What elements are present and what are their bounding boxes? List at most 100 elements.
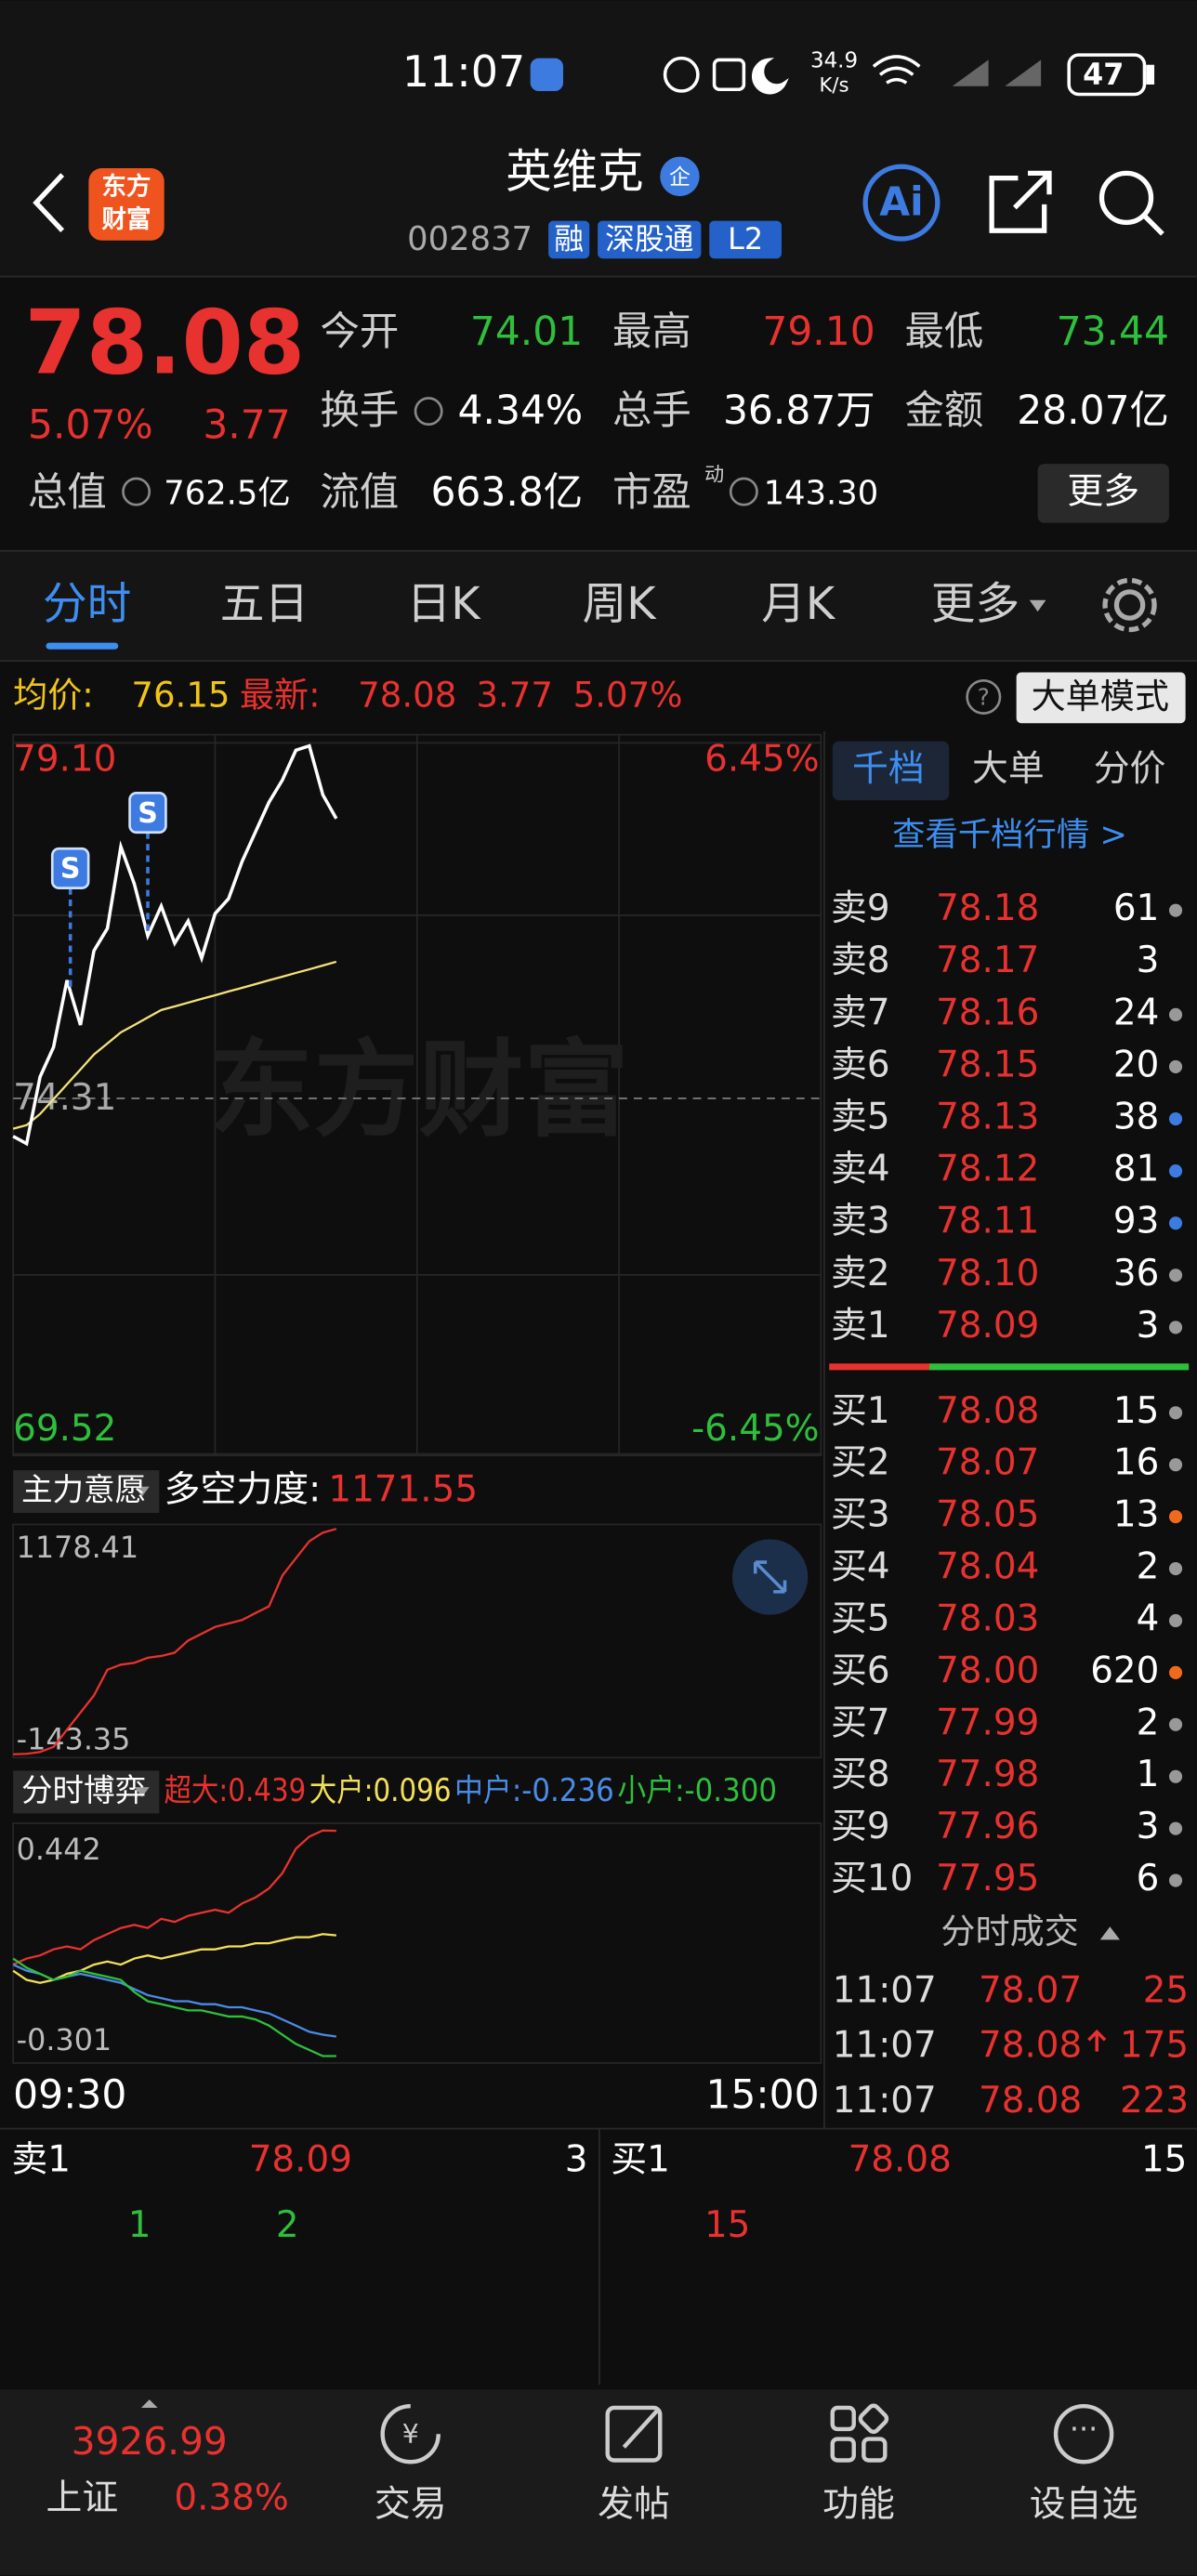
ob-dot xyxy=(1168,1406,1183,1420)
info-icons xyxy=(122,397,1002,715)
ob-price: 77.96 xyxy=(936,1806,1039,1847)
queue-label: 卖1 xyxy=(11,2138,71,2180)
ob-label: 买6 xyxy=(831,1649,890,1691)
search-button[interactable] xyxy=(1098,170,1154,225)
ob-dot xyxy=(1168,1007,1183,1021)
tab[interactable]: 日K xyxy=(407,579,482,630)
ob-label: 卖2 xyxy=(831,1253,890,1295)
trade-price: 78.08 xyxy=(979,2080,1082,2122)
ob-dot xyxy=(1168,1164,1183,1178)
ob-price: 78.03 xyxy=(936,1597,1039,1639)
ob-dot xyxy=(1168,1561,1183,1576)
stat-value: 79.10 xyxy=(762,309,875,354)
tag: 深股通 xyxy=(605,222,693,256)
ob-price: 78.04 xyxy=(936,1546,1039,1588)
ob-label: 卖3 xyxy=(831,1201,890,1242)
ob-tab[interactable]: 大单 xyxy=(972,748,1045,790)
ob-label: 买1 xyxy=(831,1390,890,1432)
nav-item[interactable]: 功能 xyxy=(822,2483,895,2525)
avg-label: 均价: xyxy=(13,675,94,715)
ob-vol: 620 xyxy=(1090,1649,1159,1691)
index-name: 上证 xyxy=(46,2477,118,2518)
stat-label: 最低 xyxy=(905,309,984,354)
more-button[interactable] xyxy=(1037,464,1169,523)
ob-price: 78.16 xyxy=(936,992,1039,1033)
price-line xyxy=(12,743,338,1147)
ob-dot xyxy=(1168,1717,1183,1731)
ob-price: 78.11 xyxy=(936,1201,1039,1242)
legend-item: 大户:0.096 xyxy=(309,1772,452,1808)
clock: 11:07 xyxy=(402,46,525,97)
ob-label: 卖8 xyxy=(831,940,890,981)
mode-button[interactable] xyxy=(1016,672,1186,724)
trade-time: 11:07 xyxy=(833,2080,937,2122)
ob-price: 77.98 xyxy=(936,1754,1039,1795)
indicator-menu[interactable]: 分时博弈 xyxy=(21,1772,146,1808)
tab[interactable]: 五日 xyxy=(220,579,309,630)
ob-vol: 15 xyxy=(1113,1390,1159,1432)
nav-item[interactable]: 交易 xyxy=(375,2483,447,2525)
ob-vol: 1 xyxy=(1137,1754,1160,1795)
indicator-value: 1171.55 xyxy=(328,1469,478,1511)
tag: L2 xyxy=(728,222,763,256)
ob-link[interactable]: 查看千档行情 > xyxy=(892,816,1127,854)
ob-tab[interactable]: 千档 xyxy=(852,748,925,790)
ob-price: 78.13 xyxy=(936,1097,1039,1138)
more-button-label[interactable]: 更多 xyxy=(1067,470,1139,512)
ob-label: 卖7 xyxy=(831,992,890,1033)
ob-price: 78.09 xyxy=(936,1305,1039,1347)
legend-item: 超大:0.439 xyxy=(164,1772,307,1808)
stat-sup: 动 xyxy=(704,462,724,485)
ob-tab[interactable]: 分价 xyxy=(1094,748,1166,790)
ob-price: 78.05 xyxy=(936,1494,1039,1536)
tab[interactable]: 周K xyxy=(583,579,658,630)
help-icon: ? xyxy=(978,684,990,711)
latest-value: 78.08 xyxy=(358,675,456,715)
indicator1-line xyxy=(13,1528,337,1755)
stat-value: 762.5亿 xyxy=(164,475,290,513)
ob-dot xyxy=(1168,1059,1183,1073)
stat-label: 今开 xyxy=(321,309,400,354)
nav-item[interactable]: 发帖 xyxy=(598,2483,670,2525)
ob-dot xyxy=(1168,903,1183,917)
ob-vol: 13 xyxy=(1113,1494,1159,1536)
uptick-arrow xyxy=(1087,2029,1107,2052)
latest-change: 3.77 xyxy=(476,675,553,715)
tab[interactable]: 更多 xyxy=(931,579,1019,630)
queue-label: 买1 xyxy=(611,2138,670,2180)
ob-vol: 61 xyxy=(1113,887,1159,929)
trade-price: 78.07 xyxy=(979,1969,1082,2011)
y-tick-label: 69.52 xyxy=(13,1408,116,1450)
ob-price: 78.17 xyxy=(936,940,1039,981)
ai-button[interactable] xyxy=(862,164,940,242)
ob-price: 78.12 xyxy=(936,1149,1039,1190)
avg-value: 76.15 xyxy=(131,675,230,715)
tab-underline xyxy=(46,642,119,650)
marker-label: S xyxy=(138,797,158,830)
ob-label: 卖4 xyxy=(831,1149,890,1190)
menu-box[interactable] xyxy=(13,1470,160,1514)
ob-dot xyxy=(1168,1111,1183,1126)
ob-vol: 3 xyxy=(1137,1806,1160,1847)
indicator2-line xyxy=(12,1933,336,1984)
last-price: 78.08 xyxy=(25,292,306,395)
mode-label: 大单模式 xyxy=(1032,677,1169,716)
nav-item[interactable]: 设自选 xyxy=(1030,2483,1138,2525)
ob-label: 买10 xyxy=(831,1858,913,1899)
trade-vol: 25 xyxy=(1143,1969,1189,2011)
back-button[interactable] xyxy=(33,173,65,232)
queue-price: 78.08 xyxy=(848,2138,952,2180)
tab[interactable]: 分时 xyxy=(43,579,131,630)
stat-label: 金额 xyxy=(905,388,984,433)
stat-value: 4.34% xyxy=(458,388,584,433)
stat-value: 73.44 xyxy=(1057,309,1169,354)
logo-text: 东方 xyxy=(102,173,151,202)
tab[interactable]: 月K xyxy=(761,579,836,630)
indicator-menu[interactable]: 主力意愿 xyxy=(21,1472,146,1508)
ob-tab-selected xyxy=(832,741,950,801)
queue-vol: 3 xyxy=(565,2138,588,2180)
menu-box[interactable] xyxy=(13,1770,160,1814)
ob-vol: 2 xyxy=(1137,1546,1160,1588)
share-button[interactable] xyxy=(989,170,1052,233)
settings-icon[interactable] xyxy=(1102,577,1157,633)
